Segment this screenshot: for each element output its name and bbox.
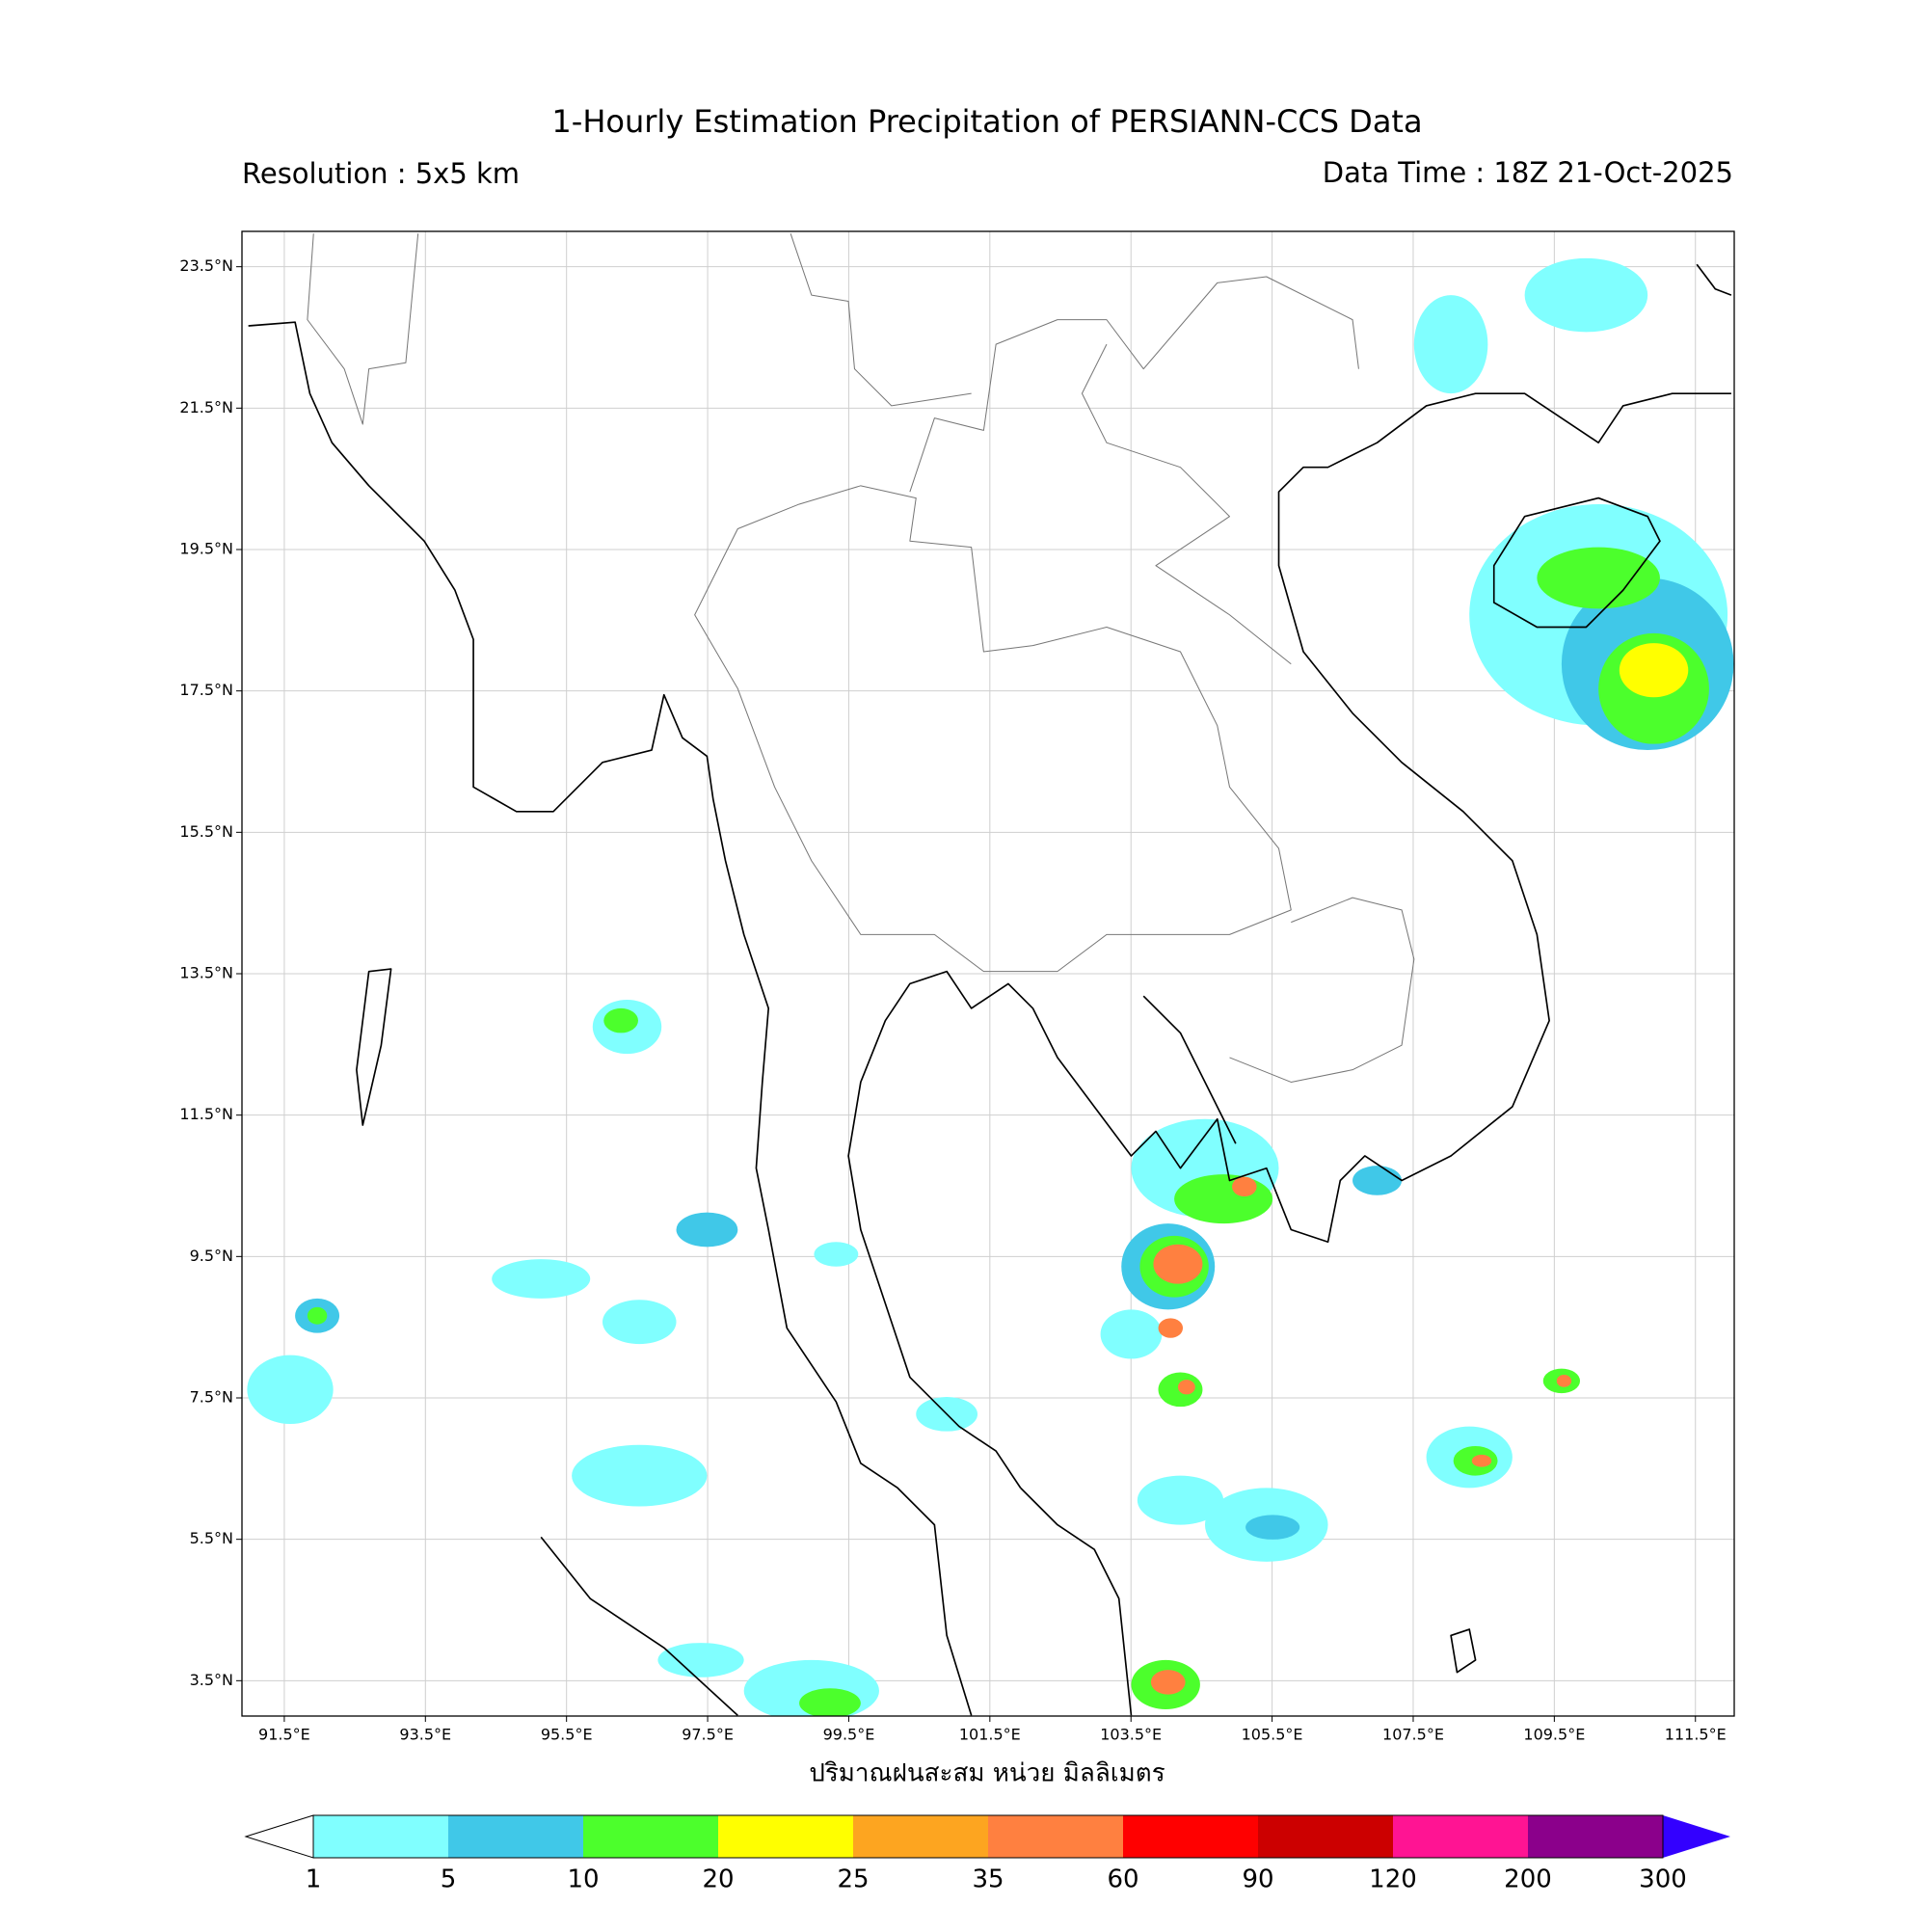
lon-tick-label: 109.5°E: [1523, 1726, 1585, 1744]
coastline: [1696, 263, 1732, 296]
coastline: [540, 1536, 738, 1716]
lat-tick-label: 7.5°N: [190, 1388, 233, 1407]
colorbar-box: [448, 1815, 583, 1858]
rain-area: [1232, 1176, 1257, 1197]
rain-area: [1413, 295, 1488, 394]
colorbar-tick-label: 200: [1504, 1865, 1552, 1894]
colorbar-tick-label: 20: [702, 1865, 734, 1894]
colorbar-tick-label: 25: [837, 1865, 869, 1894]
colorbar-tick-label: 300: [1639, 1865, 1687, 1894]
coastline: [1020, 1487, 1133, 1716]
border-line: [790, 233, 972, 407]
rain-area: [657, 1643, 744, 1677]
colorbar-box: [583, 1815, 718, 1858]
lat-tick-label: 9.5°N: [190, 1247, 233, 1265]
coastline: [1142, 995, 1237, 1144]
border-line: [1081, 343, 1292, 665]
lon-tick-label: 107.5°E: [1382, 1726, 1444, 1744]
lat-tick-label: 19.5°N: [179, 540, 233, 558]
colorbar-tick-label: 35: [972, 1865, 1004, 1894]
colorbar-box: [718, 1815, 853, 1858]
coastline: [248, 321, 973, 1716]
rain-area: [572, 1444, 708, 1507]
lat-tick-label: 21.5°N: [179, 398, 233, 416]
lon-tick-label: 105.5°E: [1242, 1726, 1303, 1744]
rain-area: [1245, 1515, 1300, 1540]
colorbar-tick-label: 120: [1369, 1865, 1417, 1894]
lon-tick-label: 111.5°E: [1665, 1726, 1727, 1744]
rain-area: [1471, 1454, 1492, 1467]
colorbar-tick-label: 90: [1242, 1865, 1273, 1894]
rain-area: [676, 1212, 738, 1248]
grid-layer: [242, 231, 1734, 1716]
rain-area: [1153, 1244, 1203, 1284]
colorbar-box: [853, 1815, 988, 1858]
rain-areas: [247, 257, 1734, 1716]
colorbar-frame: [312, 1814, 1664, 1859]
rain-area: [799, 1688, 861, 1716]
rain-area: [814, 1242, 859, 1267]
map-drawing: [247, 233, 1734, 1716]
rain-area: [492, 1259, 591, 1299]
border-line: [909, 276, 1359, 493]
lat-tick-label: 17.5°N: [179, 681, 233, 699]
rain-area: [1537, 547, 1660, 609]
rain-area: [1177, 1380, 1195, 1395]
lat-tick-label: 13.5°N: [179, 964, 233, 982]
lat-tick-label: 15.5°N: [179, 822, 233, 841]
lat-tick-label: 5.5°N: [190, 1529, 233, 1547]
rain-area: [1174, 1174, 1273, 1224]
data-time: Data Time : 18Z 21-Oct-2025: [1323, 156, 1733, 189]
colorbar-box: [988, 1815, 1123, 1858]
rain-area: [602, 1300, 677, 1345]
rain-area: [1137, 1475, 1224, 1525]
coastline: [1492, 496, 1661, 629]
rain-area: [247, 1355, 334, 1425]
colorbar-box: [1528, 1815, 1663, 1858]
rain-area: [603, 1007, 638, 1033]
rain-area: [1352, 1166, 1403, 1195]
lon-tick-label: 95.5°E: [541, 1726, 593, 1744]
rain-area: [307, 1306, 328, 1325]
lat-tick-label: 23.5°N: [179, 256, 233, 275]
colorbar-tick-label: 1: [306, 1865, 322, 1894]
coastline: [847, 392, 1731, 1489]
lon-tick-label: 97.5°E: [682, 1726, 734, 1744]
rain-area: [1619, 643, 1689, 698]
coastline: [356, 968, 392, 1126]
colorbar-box: [313, 1815, 448, 1858]
rain-area: [1150, 1670, 1186, 1695]
rain-area: [1556, 1375, 1572, 1387]
map-title: 1-Hourly Estimation Precipitation of PER…: [551, 103, 1422, 140]
lon-tick-label: 91.5°E: [258, 1726, 310, 1744]
rain-area: [1100, 1309, 1163, 1359]
colorbar-tick-label: 5: [441, 1865, 457, 1894]
colorbar-label: ปริมาณฝนสะสม หน่วย มิลลิเมตร: [809, 1759, 1165, 1788]
border-line: [694, 485, 1292, 973]
border-line: [307, 233, 419, 425]
rain-area: [1158, 1318, 1184, 1338]
lon-tick-label: 93.5°E: [399, 1726, 451, 1744]
lon-tick-label: 99.5°E: [823, 1726, 875, 1744]
colorbar-tick-label: 10: [567, 1865, 599, 1894]
colorbar-over: [1663, 1815, 1730, 1858]
colorbar-box: [1123, 1815, 1258, 1858]
map-content: [247, 233, 1734, 1716]
lon-tick-label: 101.5°E: [959, 1726, 1021, 1744]
coastline: [1450, 1628, 1477, 1674]
colorbar-tick-label: 60: [1107, 1865, 1138, 1894]
lon-tick-label: 103.5°E: [1100, 1726, 1162, 1744]
resolution: Resolution : 5x5 km: [242, 157, 520, 190]
colorbar-box: [1258, 1815, 1393, 1858]
colorbar-under: [244, 1814, 314, 1859]
border-line: [1229, 897, 1415, 1083]
lat-tick-label: 11.5°N: [179, 1105, 233, 1123]
colorbar-box: [1393, 1815, 1528, 1858]
colorbar: 1 5 10 20 25 35 60 90 120 200 300: [244, 1814, 1730, 1894]
rain-area: [1524, 257, 1648, 333]
lat-tick-label: 3.5°N: [190, 1671, 233, 1689]
